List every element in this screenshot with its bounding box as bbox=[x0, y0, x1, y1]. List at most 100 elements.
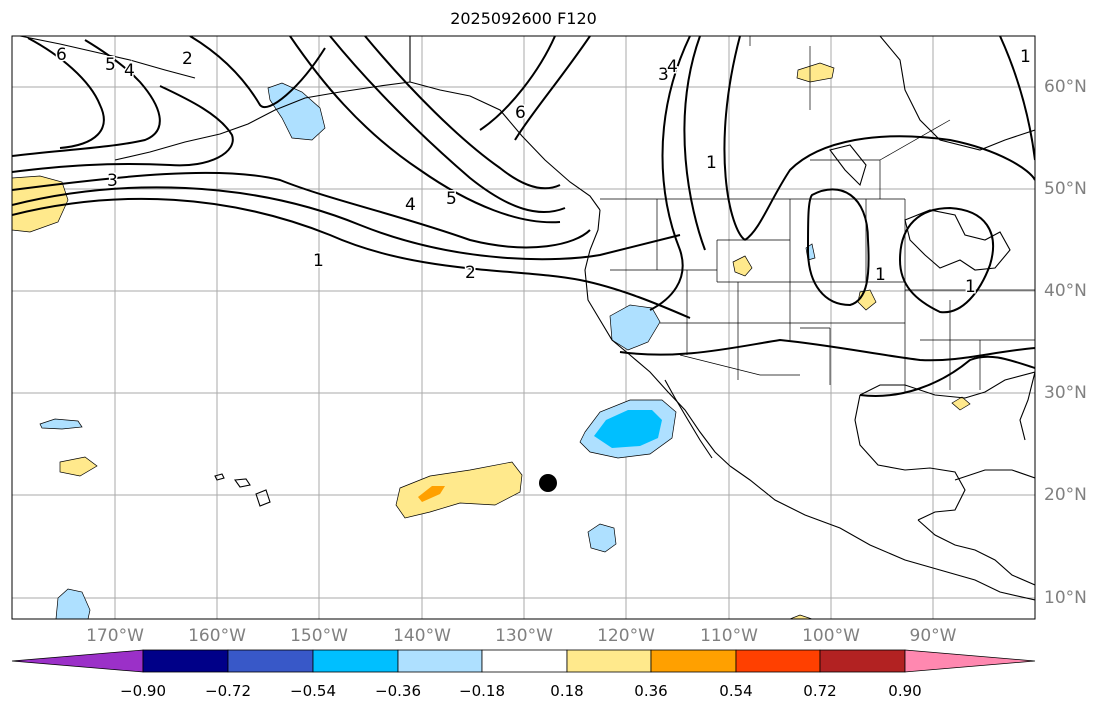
colorbar-bin bbox=[481, 649, 568, 673]
cuba bbox=[954, 469, 1035, 481]
contour-lines bbox=[12, 36, 1035, 397]
lat-label: 30°N bbox=[1044, 383, 1087, 403]
contour bbox=[12, 197, 691, 319]
lat-label: 10°N bbox=[1044, 588, 1087, 608]
storm-center-marker bbox=[539, 474, 557, 492]
colorbar-bin bbox=[312, 649, 399, 673]
graticule bbox=[12, 36, 1035, 619]
map-frame bbox=[11, 35, 1036, 620]
colorbar-bin bbox=[819, 649, 906, 673]
contour bbox=[683, 36, 706, 251]
yucatan bbox=[854, 394, 966, 521]
contour bbox=[12, 85, 234, 173]
positive-strong-region bbox=[418, 486, 445, 502]
colorbar-tick-label: −0.54 bbox=[290, 682, 336, 700]
colorbar-bin bbox=[142, 649, 229, 673]
contour-label: 2 bbox=[182, 49, 193, 69]
alaska-peninsula bbox=[114, 81, 411, 161]
contour-label: 4 bbox=[405, 195, 416, 215]
contour bbox=[898, 206, 995, 314]
contour-label: 1 bbox=[965, 277, 976, 297]
colorbar-bin bbox=[397, 649, 483, 673]
alaska-coast bbox=[409, 36, 601, 211]
colorbar-tick-label: 0.54 bbox=[719, 682, 753, 700]
colorbar-tick-label: 0.90 bbox=[888, 682, 922, 700]
hawaii-2 bbox=[233, 478, 251, 488]
contour bbox=[514, 36, 591, 141]
mexico-west-coast bbox=[729, 465, 1035, 601]
lon-label: 170°W bbox=[86, 626, 144, 646]
colorbar-tick-label: −0.36 bbox=[375, 682, 421, 700]
colorbar-tick-label: 0.18 bbox=[550, 682, 584, 700]
contour-label: 1 bbox=[875, 265, 886, 285]
contour bbox=[859, 355, 1035, 397]
contour bbox=[189, 36, 326, 108]
colorbar-tick-label: 0.72 bbox=[803, 682, 837, 700]
shaded-anomalies bbox=[12, 62, 971, 619]
negative-region bbox=[587, 523, 617, 553]
contour-label: 6 bbox=[56, 45, 67, 65]
hudson-area bbox=[829, 144, 867, 187]
contour bbox=[12, 39, 161, 157]
contour-labels: 6 5 4 3 2 1 6 5 4 3 4 1 2 1 1 1 bbox=[55, 44, 1033, 299]
lat-label: 40°N bbox=[1044, 281, 1087, 301]
lon-label: 140°W bbox=[393, 626, 451, 646]
contour-label: 5 bbox=[105, 55, 116, 75]
colorbar-bin bbox=[227, 649, 314, 673]
positive-region bbox=[732, 255, 753, 277]
contour bbox=[723, 36, 746, 241]
contour bbox=[364, 36, 561, 190]
contour-label: 3 bbox=[658, 65, 669, 85]
contour bbox=[479, 36, 556, 131]
baja bbox=[664, 379, 713, 459]
contour-label: 4 bbox=[124, 61, 135, 81]
lon-label: 90°W bbox=[909, 626, 957, 646]
contour-label: 6 bbox=[515, 103, 526, 123]
positive-region bbox=[12, 175, 69, 233]
contour-label: 1 bbox=[313, 251, 324, 271]
colorbar-tick-label: −0.72 bbox=[205, 682, 251, 700]
central-america bbox=[917, 519, 1035, 586]
contour bbox=[27, 37, 105, 149]
positive-region bbox=[796, 62, 835, 83]
contour bbox=[329, 36, 566, 214]
hawaii-1 bbox=[214, 473, 225, 481]
lon-label: 110°W bbox=[700, 626, 758, 646]
arctic-coast bbox=[879, 36, 1035, 151]
contour bbox=[999, 36, 1035, 161]
contour bbox=[12, 171, 591, 249]
contour bbox=[12, 186, 681, 261]
contour bbox=[289, 36, 561, 224]
positive-region bbox=[951, 396, 971, 411]
lon-label: 150°W bbox=[290, 626, 348, 646]
contour bbox=[806, 188, 870, 307]
contour-label: 2 bbox=[465, 263, 476, 283]
negative-region bbox=[39, 418, 83, 430]
lon-label: 130°W bbox=[495, 626, 553, 646]
colorbar-extend-low bbox=[11, 649, 144, 673]
contour bbox=[744, 135, 1035, 241]
negative-region bbox=[267, 82, 326, 141]
florida bbox=[1019, 371, 1035, 441]
lon-label: 100°W bbox=[802, 626, 860, 646]
contour-label: 3 bbox=[107, 171, 118, 191]
colorbar-extend-high bbox=[904, 649, 1036, 673]
colorbar-bin bbox=[650, 649, 737, 673]
gulf-coast bbox=[859, 371, 1035, 399]
lat-label: 50°N bbox=[1044, 179, 1087, 199]
contour bbox=[619, 338, 1035, 362]
negative-region bbox=[609, 304, 661, 351]
colorbar bbox=[11, 649, 1036, 673]
positive-region bbox=[59, 456, 98, 477]
positive-region bbox=[395, 461, 523, 519]
positive-region bbox=[789, 614, 813, 619]
lat-label: 60°N bbox=[1044, 77, 1087, 97]
west-coast bbox=[584, 209, 731, 467]
bering-coast bbox=[19, 36, 196, 79]
colorbar-tick-label: 0.36 bbox=[634, 682, 668, 700]
negative-strong-region bbox=[594, 410, 662, 448]
contour-label: 5 bbox=[446, 189, 457, 209]
colorbar-bin bbox=[566, 649, 652, 673]
map-title: 2025092600 F120 bbox=[450, 9, 597, 28]
